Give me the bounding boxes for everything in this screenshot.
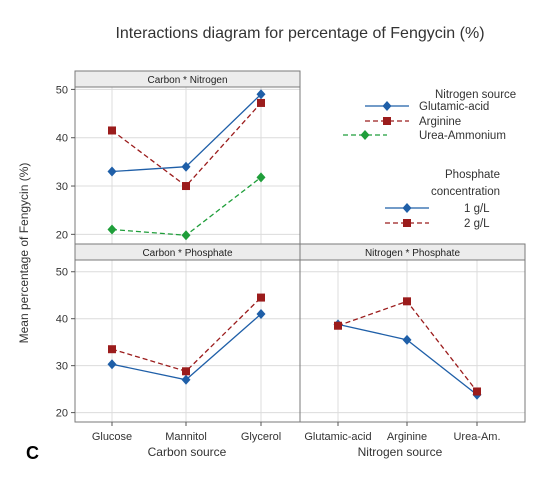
- legend-label: Urea-Ammonium: [419, 130, 506, 142]
- x-tick-label: Glucose: [92, 431, 132, 443]
- x-tick-label: Mannitol: [165, 431, 207, 443]
- legend-entry: 1 g/L: [385, 203, 490, 215]
- x-axis-label-carbon: Carbon source: [148, 445, 227, 459]
- legend-marker: [383, 117, 391, 125]
- y-tick-label: 20: [56, 229, 68, 241]
- x-tick-label: Glutamic-acid: [304, 431, 371, 443]
- panel-strip-title: Carbon * Nitrogen: [147, 75, 227, 86]
- data-point: [473, 387, 481, 396]
- legend-label: 1 g/L: [464, 203, 490, 215]
- series-line: [111, 297, 262, 373]
- legend-label: Arginine: [419, 116, 461, 128]
- y-axis-label: Mean percentage of Fengycin (%): [17, 163, 31, 344]
- legend-title-line1: Phosphate: [445, 169, 500, 181]
- panel-strip-title: Nitrogen * Phosphate: [365, 248, 461, 259]
- legend-title: Nitrogen source: [435, 89, 516, 101]
- legend-marker: [403, 219, 411, 227]
- y-tick-label: 30: [56, 361, 68, 373]
- plot-frame: [74, 259, 301, 423]
- legend-marker: [360, 130, 370, 140]
- legend-title-line2: concentration: [431, 186, 500, 198]
- panel-carbon-phosphate: Carbon * Phosphate 20 30 40 50 Glucose Mannito…: [56, 243, 301, 443]
- legend-entry: Glutamic-acid: [365, 101, 489, 113]
- legend-entry: Arginine: [365, 116, 461, 128]
- series-2-g-l: [108, 293, 265, 376]
- legend-marker: [382, 101, 392, 111]
- panel-carbon-nitrogen: Carbon * Nitrogen 20 30 40 50: [56, 70, 301, 245]
- x-tick-label: Arginine: [387, 431, 427, 443]
- data-point: [182, 182, 190, 191]
- data-point: [256, 89, 266, 100]
- series-1-g-l: [107, 309, 266, 385]
- y-tick-label: 50: [56, 267, 68, 279]
- data-point: [107, 166, 117, 177]
- y-tick-label: 50: [56, 84, 68, 96]
- legend-label: 2 g/L: [464, 218, 490, 230]
- y-tick-label: 20: [56, 408, 68, 420]
- panel-strip-title: Carbon * Phosphate: [142, 248, 233, 259]
- panel-letter: C: [26, 443, 39, 463]
- legend-entry: 2 g/L: [385, 218, 490, 230]
- x-tick-label: Glycerol: [241, 431, 281, 443]
- data-point: [182, 367, 190, 376]
- data-point: [181, 161, 191, 172]
- panel-nitrogen-phosphate: Nitrogen * Phosphate Glutamic-acid Arginin…: [299, 243, 526, 443]
- series-arginine: [108, 98, 265, 191]
- data-point: [181, 374, 191, 385]
- data-point: [181, 230, 191, 241]
- legend-marker: [402, 203, 412, 213]
- y-tick-label: 40: [56, 133, 68, 145]
- chart-title: Interactions diagram for percentage of F…: [115, 25, 484, 42]
- series-urea-ammonium: [107, 172, 266, 241]
- legend-entry: Urea-Ammonium: [343, 130, 506, 142]
- y-tick-label: 30: [56, 181, 68, 193]
- series-glutamic-acid: [107, 89, 266, 177]
- data-point: [257, 98, 265, 107]
- data-point: [107, 359, 117, 370]
- legend-phosphate: Phosphate concentration 1 g/L 2 g/L: [385, 169, 500, 230]
- plot-frame: [299, 259, 526, 423]
- x-tick-label: Urea-Am.: [453, 431, 500, 443]
- data-point: [107, 224, 117, 235]
- data-point: [403, 297, 411, 306]
- x-axis-label-nitrogen: Nitrogen source: [358, 445, 443, 459]
- series-2-g-l: [334, 297, 481, 396]
- data-point: [256, 309, 266, 319]
- data-point: [108, 345, 116, 354]
- y-tick-label: 40: [56, 314, 68, 326]
- data-point: [402, 334, 412, 345]
- data-point: [108, 126, 116, 135]
- data-point: [257, 293, 265, 302]
- data-point: [334, 321, 342, 330]
- legend-label: Glutamic-acid: [419, 101, 489, 113]
- data-point: [256, 172, 266, 183]
